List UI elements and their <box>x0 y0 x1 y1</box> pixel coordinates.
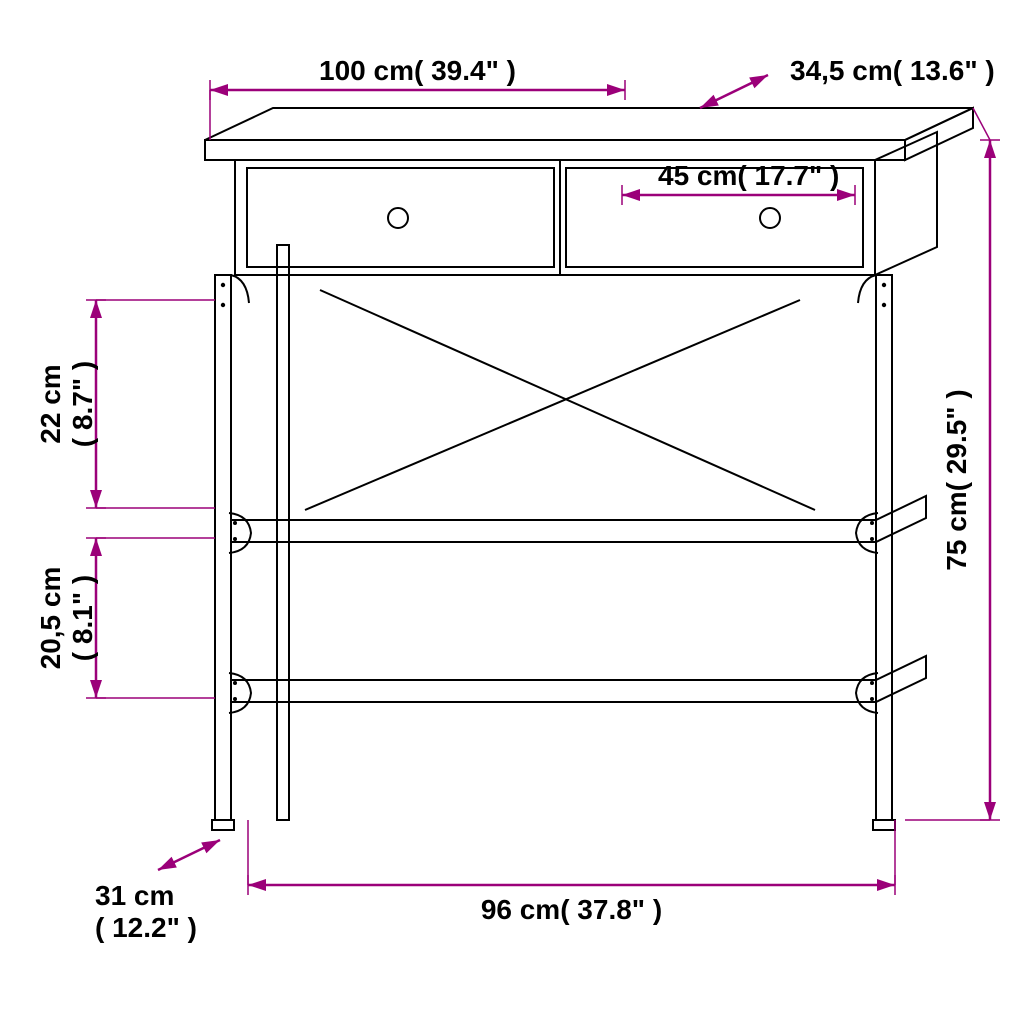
shelf-middle <box>231 520 876 542</box>
shelf-bottom <box>231 680 876 702</box>
dim-depth_top: 34,5 cm( 13.6" ) <box>700 55 995 108</box>
dim-height: 75 cm( 29.5" ) <box>941 140 1000 820</box>
dimensions-layer: 100 cm( 39.4" ) 34,5 cm( 13.6" ) 45 cm( 17… <box>35 55 1000 943</box>
console-table <box>205 108 973 830</box>
dim-label-unit: ( 12.2" ) <box>95 912 197 943</box>
dim-label: 45 cm( 17.7" ) <box>658 160 839 191</box>
dim-gap_upper: 22 cm( 8.7" ) <box>35 300 106 508</box>
dim-label: 75 cm( 29.5" ) <box>941 389 972 570</box>
drawer-knob-left <box>388 208 408 228</box>
dimension-diagram: 100 cm( 39.4" ) 34,5 cm( 13.6" ) 45 cm( 17… <box>0 0 1024 1024</box>
dim-label: 31 cm <box>95 880 174 911</box>
svg-text:20,5 cm: 20,5 cm <box>35 567 66 670</box>
leg-front-left <box>215 275 231 820</box>
dim-shelf_width: 96 cm( 37.8" ) <box>248 875 895 925</box>
dim-label: 100 cm( 39.4" ) <box>319 55 516 86</box>
svg-text:( 8.1" ): ( 8.1" ) <box>67 575 98 661</box>
svg-text:( 8.7" ): ( 8.7" ) <box>67 361 98 447</box>
leg-front-right <box>876 275 892 820</box>
dim-drawer_w: 45 cm( 17.7" ) <box>622 160 855 205</box>
dim-shelf_depth: 31 cm( 12.2" ) <box>95 840 220 943</box>
svg-text:22 cm: 22 cm <box>35 364 66 443</box>
dim-gap_lower: 20,5 cm( 8.1" ) <box>35 538 106 698</box>
dim-width_top: 100 cm( 39.4" ) <box>210 55 625 100</box>
drawer-knob-right <box>760 208 780 228</box>
dim-label: 34,5 cm( 13.6" ) <box>790 55 995 86</box>
dim-label: 96 cm( 37.8" ) <box>481 894 662 925</box>
